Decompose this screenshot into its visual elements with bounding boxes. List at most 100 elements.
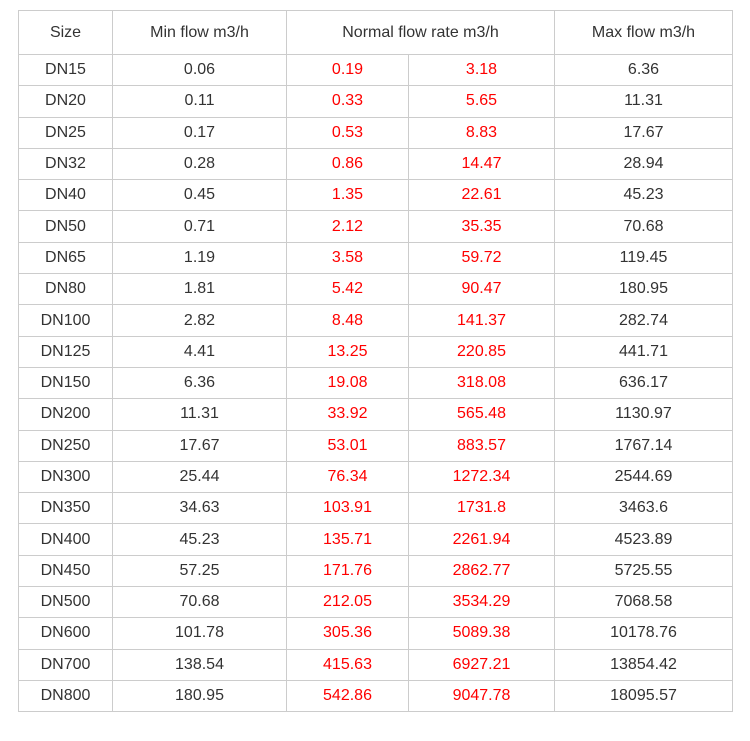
- max-flow-cell: 2544.69: [554, 460, 733, 494]
- size-cell: DN150: [18, 366, 113, 400]
- size-cell: DN800: [18, 679, 113, 713]
- normal-flow-low-cell: 5.42: [286, 273, 409, 306]
- size-cell: DN500: [18, 586, 113, 619]
- table-row: DN25 0.17 0.53 8.83 17.67: [18, 116, 733, 149]
- normal-flow-low-cell: 19.08: [286, 366, 409, 400]
- normal-flow-low-cell: 135.71: [286, 523, 409, 556]
- normal-flow-high-cell: 22.61: [408, 179, 555, 212]
- max-flow-cell: 5725.55: [554, 554, 733, 588]
- size-cell: DN15: [18, 53, 113, 87]
- min-flow-cell: 101.78: [112, 617, 287, 650]
- table-row: DN800 180.95 542.86 9047.78 18095.57: [18, 679, 733, 713]
- normal-flow-high-cell: 883.57: [408, 429, 555, 462]
- normal-flow-high-cell: 2862.77: [408, 554, 555, 588]
- min-flow-cell: 0.28: [112, 147, 287, 181]
- max-flow-cell: 70.68: [554, 210, 733, 243]
- max-flow-cell: 13854.42: [554, 648, 733, 681]
- min-flow-cell: 70.68: [112, 586, 287, 619]
- max-flow-cell: 441.71: [554, 335, 733, 368]
- normal-flow-low-cell: 8.48: [286, 304, 409, 337]
- size-cell: DN100: [18, 304, 113, 337]
- size-cell: DN350: [18, 492, 113, 525]
- max-flow-cell: 7068.58: [554, 586, 733, 619]
- table-row: DN20 0.11 0.33 5.65 11.31: [18, 85, 733, 118]
- normal-flow-low-cell: 171.76: [286, 554, 409, 588]
- normal-flow-low-cell: 76.34: [286, 460, 409, 494]
- min-flow-cell: 1.81: [112, 273, 287, 306]
- table-row: DN80 1.81 5.42 90.47 180.95: [18, 273, 733, 306]
- max-flow-cell: 10178.76: [554, 617, 733, 650]
- normal-flow-low-cell: 1.35: [286, 179, 409, 212]
- min-flow-cell: 1.19: [112, 241, 287, 275]
- size-cell: DN400: [18, 523, 113, 556]
- table-row: DN400 45.23 135.71 2261.94 4523.89: [18, 523, 733, 556]
- max-flow-cell: 282.74: [554, 304, 733, 337]
- size-cell: DN80: [18, 273, 113, 306]
- normal-flow-low-cell: 53.01: [286, 429, 409, 462]
- max-flow-cell: 119.45: [554, 241, 733, 275]
- min-flow-cell: 0.11: [112, 85, 287, 118]
- max-flow-cell: 45.23: [554, 179, 733, 212]
- table-row: DN100 2.82 8.48 141.37 282.74: [18, 304, 733, 337]
- min-flow-cell: 180.95: [112, 679, 287, 713]
- normal-flow-high-cell: 1731.8: [408, 492, 555, 525]
- min-flow-cell: 0.17: [112, 116, 287, 149]
- max-flow-cell: 28.94: [554, 147, 733, 181]
- max-flow-cell: 6.36: [554, 53, 733, 87]
- normal-flow-high-cell: 3.18: [408, 53, 555, 87]
- table-row: DN500 70.68 212.05 3534.29 7068.58: [18, 586, 733, 619]
- normal-flow-low-cell: 212.05: [286, 586, 409, 619]
- table-row: DN32 0.28 0.86 14.47 28.94: [18, 147, 733, 181]
- header-min-flow: Min flow m3/h: [112, 10, 287, 55]
- min-flow-cell: 45.23: [112, 523, 287, 556]
- normal-flow-high-cell: 565.48: [408, 398, 555, 431]
- max-flow-cell: 3463.6: [554, 492, 733, 525]
- normal-flow-low-cell: 2.12: [286, 210, 409, 243]
- min-flow-cell: 25.44: [112, 460, 287, 494]
- normal-flow-low-cell: 305.36: [286, 617, 409, 650]
- normal-flow-high-cell: 318.08: [408, 366, 555, 400]
- max-flow-cell: 1130.97: [554, 398, 733, 431]
- normal-flow-high-cell: 14.47: [408, 147, 555, 181]
- table-row: DN125 4.41 13.25 220.85 441.71: [18, 335, 733, 368]
- table-row: DN250 17.67 53.01 883.57 1767.14: [18, 429, 733, 462]
- normal-flow-high-cell: 59.72: [408, 241, 555, 275]
- normal-flow-low-cell: 103.91: [286, 492, 409, 525]
- max-flow-cell: 636.17: [554, 366, 733, 400]
- normal-flow-high-cell: 3534.29: [408, 586, 555, 619]
- max-flow-cell: 18095.57: [554, 679, 733, 713]
- normal-flow-low-cell: 542.86: [286, 679, 409, 713]
- size-cell: DN40: [18, 179, 113, 212]
- size-cell: DN450: [18, 554, 113, 588]
- max-flow-cell: 17.67: [554, 116, 733, 149]
- header-row: Size Min flow m3/h Normal flow rate m3/h…: [18, 10, 733, 55]
- normal-flow-low-cell: 3.58: [286, 241, 409, 275]
- max-flow-cell: 4523.89: [554, 523, 733, 556]
- normal-flow-high-cell: 5089.38: [408, 617, 555, 650]
- min-flow-cell: 34.63: [112, 492, 287, 525]
- min-flow-cell: 2.82: [112, 304, 287, 337]
- normal-flow-low-cell: 415.63: [286, 648, 409, 681]
- normal-flow-high-cell: 9047.78: [408, 679, 555, 713]
- normal-flow-low-cell: 33.92: [286, 398, 409, 431]
- normal-flow-high-cell: 5.65: [408, 85, 555, 118]
- size-cell: DN20: [18, 85, 113, 118]
- table-row: DN700 138.54 415.63 6927.21 13854.42: [18, 648, 733, 681]
- min-flow-cell: 0.45: [112, 179, 287, 212]
- size-cell: DN25: [18, 116, 113, 149]
- size-cell: DN125: [18, 335, 113, 368]
- normal-flow-high-cell: 141.37: [408, 304, 555, 337]
- min-flow-cell: 0.06: [112, 53, 287, 87]
- min-flow-cell: 138.54: [112, 648, 287, 681]
- min-flow-cell: 6.36: [112, 366, 287, 400]
- normal-flow-low-cell: 13.25: [286, 335, 409, 368]
- min-flow-cell: 0.71: [112, 210, 287, 243]
- size-cell: DN65: [18, 241, 113, 275]
- max-flow-cell: 1767.14: [554, 429, 733, 462]
- table-row: DN50 0.71 2.12 35.35 70.68: [18, 210, 733, 243]
- max-flow-cell: 11.31: [554, 85, 733, 118]
- size-cell: DN300: [18, 460, 113, 494]
- min-flow-cell: 17.67: [112, 429, 287, 462]
- table-row: DN150 6.36 19.08 318.08 636.17: [18, 366, 733, 400]
- normal-flow-high-cell: 220.85: [408, 335, 555, 368]
